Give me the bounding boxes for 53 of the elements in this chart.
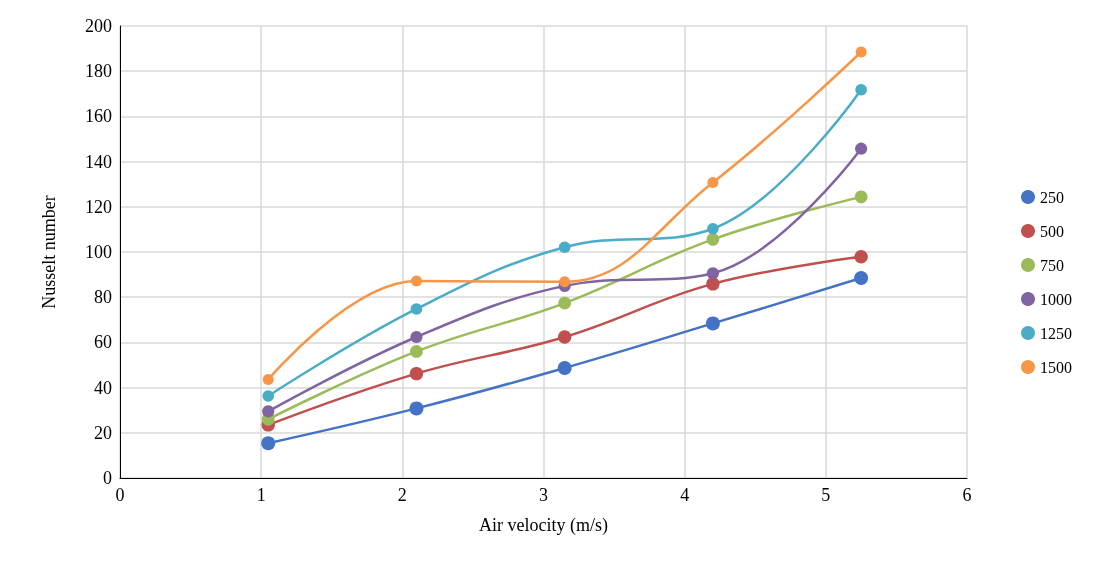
x-tick-label: 1 bbox=[256, 485, 266, 505]
y-axis-title: Nusselt number bbox=[39, 195, 59, 309]
point bbox=[262, 373, 274, 385]
x-axis-title: Air velocity (m/s) bbox=[479, 515, 608, 536]
legend-label: 500 bbox=[1040, 222, 1064, 240]
y-tick-label: 140 bbox=[85, 151, 112, 172]
y-tick-label: 0 bbox=[103, 468, 112, 488]
point bbox=[855, 46, 867, 58]
point bbox=[706, 267, 719, 280]
x-tick-label: 2 bbox=[397, 485, 407, 505]
x-tick-label: 4 bbox=[680, 485, 690, 505]
point bbox=[706, 277, 720, 291]
y-tick-label: 160 bbox=[85, 106, 112, 127]
point bbox=[261, 436, 276, 451]
y-tick-label: 60 bbox=[94, 332, 112, 353]
point bbox=[409, 401, 424, 416]
point bbox=[262, 390, 275, 402]
legend-label: 750 bbox=[1040, 256, 1064, 274]
x-tick-label: 0 bbox=[115, 485, 125, 505]
point bbox=[558, 241, 571, 254]
y-tick-label: 180 bbox=[85, 61, 112, 82]
legend-label: 1500 bbox=[1040, 358, 1072, 376]
x-tick-label: 6 bbox=[962, 485, 972, 505]
y-tick-label: 100 bbox=[85, 242, 112, 262]
point bbox=[707, 222, 719, 235]
x-tick-label: 5 bbox=[821, 485, 831, 505]
point bbox=[558, 296, 572, 310]
y-tick-label: 120 bbox=[85, 196, 112, 217]
point bbox=[410, 330, 423, 344]
y-tick-label: 20 bbox=[94, 422, 112, 443]
point bbox=[409, 366, 424, 381]
point bbox=[854, 190, 868, 204]
y-tick-label: 40 bbox=[94, 377, 112, 398]
legend-label: 250 bbox=[1040, 188, 1064, 206]
point bbox=[705, 316, 720, 331]
point bbox=[557, 330, 572, 344]
point bbox=[707, 176, 719, 188]
point bbox=[559, 276, 571, 288]
point bbox=[854, 270, 869, 285]
point bbox=[706, 232, 720, 246]
point bbox=[557, 360, 572, 375]
x-tick-label: 3 bbox=[539, 485, 548, 505]
point bbox=[854, 250, 868, 264]
y-tick-label: 200 bbox=[85, 16, 112, 36]
legend-label: 1000 bbox=[1040, 290, 1072, 308]
point bbox=[410, 303, 423, 315]
point bbox=[410, 275, 422, 287]
y-tick-label: 80 bbox=[94, 287, 112, 308]
point bbox=[410, 345, 423, 358]
point bbox=[855, 142, 868, 155]
point bbox=[262, 405, 275, 418]
point bbox=[855, 83, 867, 96]
legend-label: 1250 bbox=[1040, 324, 1072, 342]
